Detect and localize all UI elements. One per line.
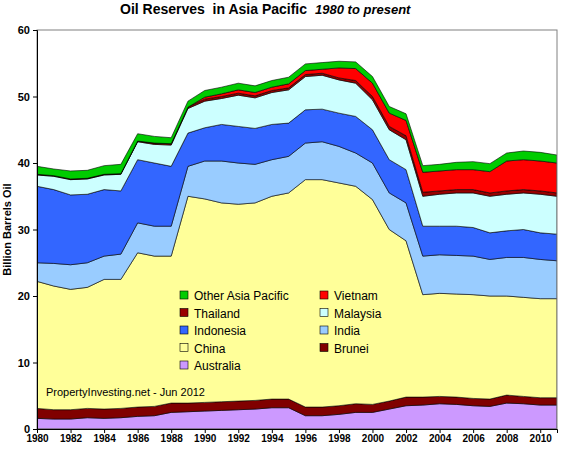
legend-swatch — [320, 309, 328, 317]
x-tick: 2006 — [463, 429, 486, 444]
y-axis-line — [33, 31, 38, 430]
y-tick-mark — [33, 163, 37, 164]
area — [37, 75, 557, 234]
legend-label: Australia — [194, 359, 241, 373]
x-tick: 1980 — [26, 429, 49, 444]
legend-item: Thailand — [180, 307, 240, 321]
subtitle: 1980 to present — [315, 2, 411, 17]
legend-item: China — [180, 342, 226, 356]
x-tick-label: 2006 — [463, 433, 486, 444]
x-tick: 1984 — [93, 429, 116, 444]
y-axis-title: Billion Barrels Oil — [1, 183, 13, 275]
x-tick-label: 1986 — [127, 433, 150, 444]
x-tick-label: 2004 — [429, 433, 452, 444]
x-tick-label: 1988 — [161, 433, 184, 444]
legend-label: Other Asia Pacific — [194, 289, 289, 303]
legend-label: Indonesia — [194, 324, 246, 338]
x-tick-label: 2010 — [530, 433, 553, 444]
x-tick-label: 1992 — [228, 433, 251, 444]
plot-background — [37, 30, 557, 429]
legend-swatch — [180, 344, 188, 352]
legend-item: Other Asia Pacific — [180, 289, 289, 303]
y-tick-mark — [33, 429, 37, 430]
legend-label: India — [334, 324, 360, 338]
x-tick: 2008 — [496, 429, 519, 444]
x-tick-label: 2000 — [362, 433, 385, 444]
x-tick-label: 2008 — [496, 433, 519, 444]
x-tick: 1998 — [328, 429, 351, 444]
x-tick-label: 1980 — [26, 433, 49, 444]
legend-label: Vietnam — [334, 289, 378, 303]
legend: Other Asia Pacific Vietnam Thailand Malaysi… — [180, 289, 382, 373]
legend-item: Vietnam — [320, 289, 378, 303]
y-tick-label: 10 — [18, 357, 30, 369]
x-tick: 2002 — [395, 429, 418, 444]
x-axis: 1980 1982 1984 1986 1988 1990 1992 1994 1996 1998… — [26, 429, 557, 444]
legend-item: India — [320, 324, 360, 338]
y-tick: 50 — [18, 91, 37, 103]
legend-label: China — [194, 342, 226, 356]
y-tick-mark — [33, 30, 37, 31]
y-tick-mark — [33, 363, 37, 364]
legend-swatch — [180, 291, 188, 299]
y-tick-mark — [33, 97, 37, 98]
legend-swatch — [320, 326, 328, 334]
legend-swatch — [180, 361, 188, 369]
y-tick-label: 40 — [18, 157, 30, 169]
legend-label: Thailand — [194, 307, 240, 321]
y-tick: 20 — [18, 290, 37, 302]
y-tick-mark — [33, 296, 37, 297]
x-tick: 1990 — [194, 429, 217, 444]
x-tick: 1988 — [161, 429, 184, 444]
x-tick: 2004 — [429, 429, 452, 444]
y-tick: 40 — [18, 157, 37, 169]
y-tick: 10 — [18, 357, 37, 369]
legend-swatch — [320, 344, 328, 352]
x-tick-label: 1984 — [93, 433, 116, 444]
legend-label: Malaysia — [334, 307, 382, 321]
y-tick-label: 50 — [18, 91, 30, 103]
annotation: PropertyInvesting.net - Jun 2012 — [46, 386, 205, 398]
y-tick-label: 20 — [18, 290, 30, 302]
y-tick-label: 60 — [18, 24, 30, 36]
legend-item: Malaysia — [320, 307, 382, 321]
y-tick-mark — [33, 230, 37, 231]
y-tick: 30 — [18, 224, 37, 236]
x-tick: 1994 — [261, 429, 284, 444]
x-tick: 2010 — [530, 429, 553, 444]
x-tick-label: 2002 — [395, 433, 418, 444]
legend-item: Indonesia — [180, 324, 246, 338]
legend-swatch — [180, 326, 188, 334]
legend-label: Brunei — [334, 342, 369, 356]
legend-item: Brunei — [320, 342, 369, 356]
x-tick-label: 1994 — [261, 433, 284, 444]
legend-swatch — [180, 309, 188, 317]
x-tick: 2000 — [362, 429, 385, 444]
x-tick-label: 1982 — [60, 433, 83, 444]
y-tick: 60 — [18, 24, 37, 36]
x-tick: 1996 — [295, 429, 318, 444]
x-tick-label: 1998 — [328, 433, 351, 444]
title-line: Oil Reserves in Asia Pacific 1980 to pres… — [120, 1, 411, 17]
x-tick: 1992 — [228, 429, 251, 444]
x-tick-label: 1996 — [295, 433, 318, 444]
plot-frame — [37, 30, 557, 429]
legend-item: Australia — [180, 359, 241, 373]
x-tick: 1982 — [60, 429, 83, 444]
x-tick-label: 1990 — [194, 433, 217, 444]
area — [37, 61, 557, 179]
areas — [37, 61, 557, 429]
legend-swatch — [320, 291, 328, 299]
y-axis: 0102030405060 — [18, 24, 38, 435]
title: Oil Reserves in Asia Pacific — [120, 1, 307, 17]
y-tick-label: 30 — [18, 224, 30, 236]
chart: 0102030405060198019821984198619881990199… — [0, 0, 563, 449]
x-tick: 1986 — [127, 429, 150, 444]
